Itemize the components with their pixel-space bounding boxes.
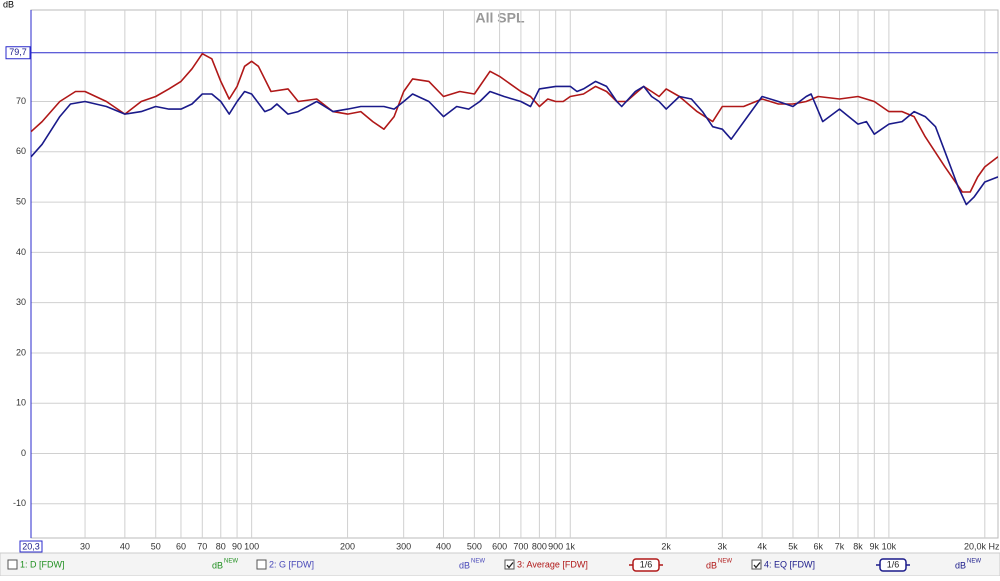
- y-unit: dB: [3, 0, 14, 9]
- y-tick-label: 20: [16, 347, 26, 357]
- x-tick-label: 300: [396, 541, 411, 551]
- unit-label[interactable]: dB: [955, 560, 966, 570]
- checkbox[interactable]: [256, 559, 267, 570]
- x-tick-label: 90: [232, 541, 242, 551]
- y-tick-label: 10: [16, 398, 26, 408]
- legend-label: 3: Average [FDW]: [517, 559, 588, 569]
- x-tick-label: 200: [340, 541, 355, 551]
- x-tick-label: 800: [532, 541, 547, 551]
- x-tick-label: 9k: [870, 541, 880, 551]
- x-tick-label: 8k: [853, 541, 863, 551]
- smoothing-label[interactable]: 1/6: [640, 559, 653, 569]
- x-tick-label: 60: [176, 541, 186, 551]
- unit-label[interactable]: dB: [706, 560, 717, 570]
- x-tick-label: 100: [244, 541, 259, 551]
- unit-label[interactable]: dB: [459, 560, 470, 570]
- plot-area: [30, 9, 999, 539]
- x-tick-label: 2k: [661, 541, 671, 551]
- y-tick-label: 40: [16, 247, 26, 257]
- y-tick-label: 30: [16, 297, 26, 307]
- x-tick-label: 50: [151, 541, 161, 551]
- legend-label: 4: EQ [FDW]: [764, 559, 815, 569]
- x-tick-label: 7k: [835, 541, 845, 551]
- smoothing-label[interactable]: 1/6: [887, 559, 900, 569]
- checkbox[interactable]: [7, 559, 18, 570]
- legend-label: 1: D [FDW]: [20, 559, 65, 569]
- chart-title: All SPL: [475, 10, 524, 26]
- x-tick-label: 80: [216, 541, 226, 551]
- checkmark: [506, 562, 514, 569]
- y-cursor-box: [5, 46, 31, 60]
- x-tick-label: 4k: [757, 541, 767, 551]
- x-tick-label: 400: [436, 541, 451, 551]
- unit-label[interactable]: dB: [212, 560, 223, 570]
- y-cursor-label: 79,7: [9, 47, 27, 57]
- unit-sup: NEW: [718, 559, 732, 565]
- y-tick-label: -10: [13, 498, 26, 508]
- x-tick-label: 500: [467, 541, 482, 551]
- unit-sup: NEW: [471, 559, 485, 565]
- checkbox[interactable]: [751, 559, 762, 570]
- x-cursor-label: 20,3: [22, 541, 40, 551]
- series-line: [31, 52, 998, 193]
- x-tick-label: 20,0k Hz: [964, 541, 1000, 551]
- unit-sup: NEW: [224, 559, 238, 565]
- x-tick-label: 900: [548, 541, 563, 551]
- legend-label: 2: G [FDW]: [269, 559, 314, 569]
- x-tick-label: 10k: [882, 541, 897, 551]
- y-tick-label: 50: [16, 196, 26, 206]
- x-tick-label: 600: [492, 541, 507, 551]
- x-tick-label: 40: [120, 541, 130, 551]
- y-tick-label: 60: [16, 146, 26, 156]
- checkbox[interactable]: [504, 559, 515, 570]
- unit-sup: NEW: [967, 559, 981, 565]
- legend-bar: [0, 552, 1000, 577]
- x-tick-label: 3k: [718, 541, 728, 551]
- x-cursor-box: [19, 540, 43, 553]
- x-tick-label: 30: [80, 541, 90, 551]
- x-tick-label: 70: [197, 541, 207, 551]
- x-tick-label: 5k: [788, 541, 798, 551]
- checkmark: [753, 562, 761, 569]
- x-tick-label: 6k: [813, 541, 823, 551]
- y-tick-label: 70: [16, 96, 26, 106]
- series-line: [31, 80, 998, 206]
- x-tick-label: 700: [513, 541, 528, 551]
- x-tick-label: 1k: [566, 541, 576, 551]
- y-tick-label: 0: [21, 448, 26, 458]
